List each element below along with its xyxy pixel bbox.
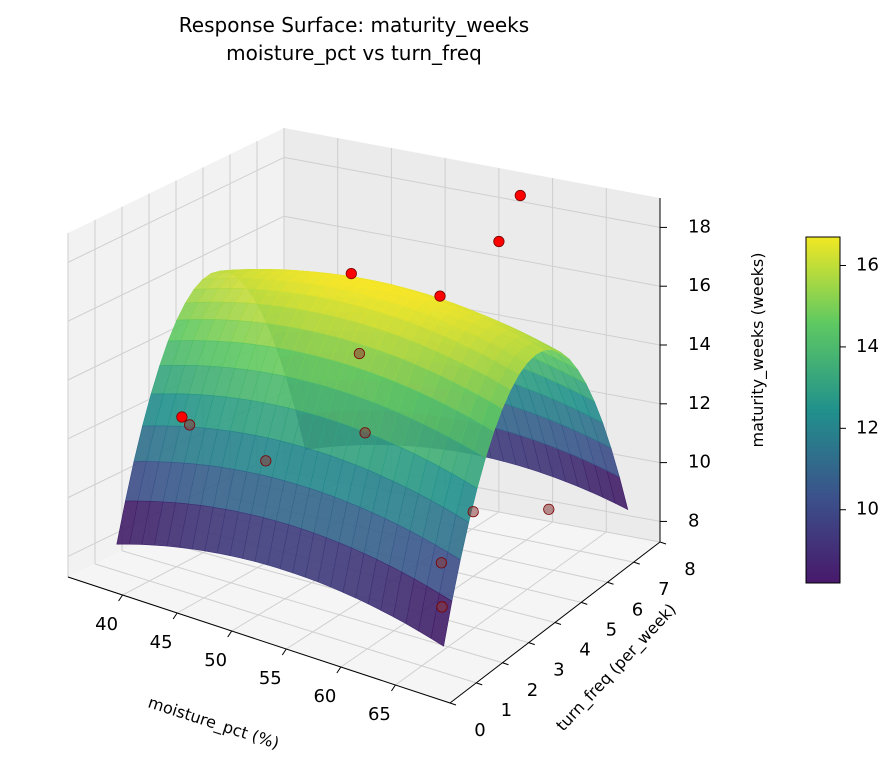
- y-tick: [633, 561, 640, 565]
- y-tick-label: 4: [579, 640, 590, 661]
- z-grid-left: [67, 156, 285, 263]
- colorbar-tick-label: 12: [856, 417, 879, 438]
- z-tick-label: 8: [688, 510, 699, 531]
- y-tick-label: 3: [553, 660, 564, 681]
- z-grid-back: [283, 215, 661, 287]
- observation-point: [184, 419, 196, 431]
- observation-point: [434, 290, 446, 302]
- chart-title: Response Surface: maturity_weeks: [178, 13, 530, 37]
- observation-point: [353, 347, 365, 360]
- x-tick: [227, 630, 233, 638]
- z-tick-label: 18: [688, 216, 711, 237]
- x-axis-label: moisture_pct (%): [145, 693, 281, 754]
- observation-point: [345, 267, 357, 280]
- y-tick: [449, 702, 457, 706]
- z-grid-back: [283, 156, 661, 228]
- x-tick: [391, 684, 396, 692]
- z-tick-label: 16: [688, 275, 711, 296]
- observation-point: [493, 235, 505, 248]
- observation-point: [436, 601, 448, 613]
- x-tick: [118, 594, 123, 602]
- y-tick: [607, 581, 614, 585]
- observation-point: [543, 503, 555, 515]
- y-tick: [554, 622, 562, 625]
- x-tick-label: 50: [204, 650, 227, 671]
- x-tick: [336, 666, 342, 674]
- chart-subtitle: moisture_pct vs turn_freq: [226, 41, 482, 65]
- colorbar-gradient: [805, 236, 841, 584]
- y-grid-floor: [94, 563, 477, 684]
- x-tick-label: 65: [368, 704, 391, 725]
- y-tick-label: 6: [632, 599, 643, 620]
- plot-scene: [116, 189, 629, 647]
- z-grid-left: [67, 215, 285, 322]
- observation-point: [176, 411, 188, 423]
- axis-lines: [67, 198, 667, 706]
- y-tick: [528, 642, 535, 646]
- observation-point: [359, 427, 371, 439]
- x-tick: [281, 648, 287, 656]
- observation-point: [260, 455, 272, 467]
- y-tick-label: 2: [527, 680, 538, 701]
- x-tick-label: 45: [150, 632, 173, 653]
- y-grid-floor: [121, 550, 503, 664]
- colorbar-tick-label: 16: [856, 254, 879, 275]
- colorbar: 10 12 14 16: [805, 236, 879, 584]
- y-tick-label: 0: [474, 720, 485, 741]
- y-tick: [502, 662, 509, 666]
- y-tick: [476, 682, 483, 686]
- observation-point: [467, 506, 479, 518]
- observation-point: [435, 557, 447, 569]
- y-tick-label: 1: [501, 700, 512, 721]
- y-tick-label: 8: [684, 559, 695, 580]
- y-tick-label: 7: [658, 579, 669, 600]
- x-tick-label: 40: [95, 614, 118, 635]
- colorbar-tick-label: 14: [856, 336, 879, 357]
- z-tick-label: 14: [688, 334, 711, 355]
- y-tick: [659, 541, 667, 545]
- observation-point: [514, 189, 526, 202]
- x-tick-label: 55: [259, 668, 282, 689]
- z-axis-label: maturity_weeks (weeks): [748, 253, 768, 448]
- x-tick-label: 60: [313, 686, 336, 707]
- x-axis-line: [67, 576, 451, 704]
- z-tick-label: 12: [688, 393, 711, 414]
- y-tick: [581, 601, 588, 605]
- y-tick-label: 5: [606, 619, 617, 640]
- colorbar-tick-label: 10: [856, 499, 879, 520]
- z-tick-label: 10: [688, 452, 711, 473]
- x-tick: [172, 612, 178, 620]
